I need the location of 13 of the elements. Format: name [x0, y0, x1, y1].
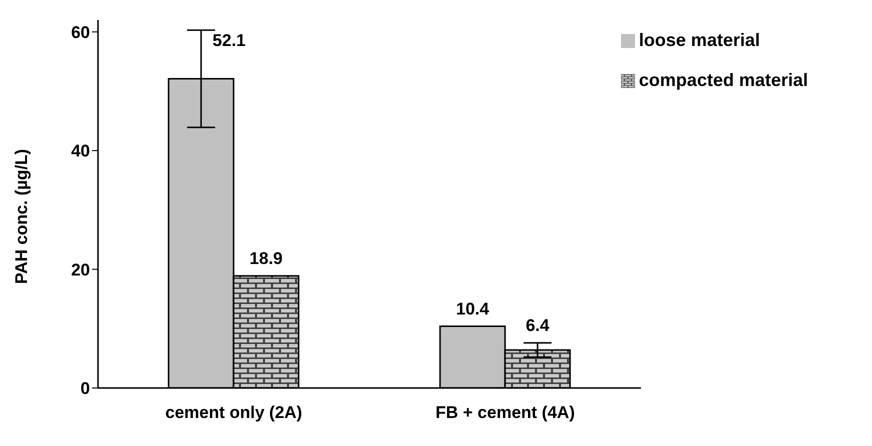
y-tick-label: 40: [71, 142, 90, 161]
y-tick-label: 20: [71, 260, 90, 280]
x-tick-label: FB + cement (4A): [436, 403, 575, 422]
legend-label: loose material: [638, 30, 760, 50]
data-label: 10.4: [456, 299, 490, 318]
legend-label: compacted material: [638, 70, 808, 90]
y-tick-label: 0: [80, 379, 90, 398]
x-tick-label: cement only (2A): [165, 403, 302, 422]
y-tick-label: 60: [71, 22, 90, 42]
data-label: 52.1: [212, 31, 246, 50]
data-label: 6.4: [526, 316, 550, 335]
data-label: 18.9: [250, 248, 283, 268]
y-axis-title: PAH conc. (µg/L): [12, 148, 32, 284]
